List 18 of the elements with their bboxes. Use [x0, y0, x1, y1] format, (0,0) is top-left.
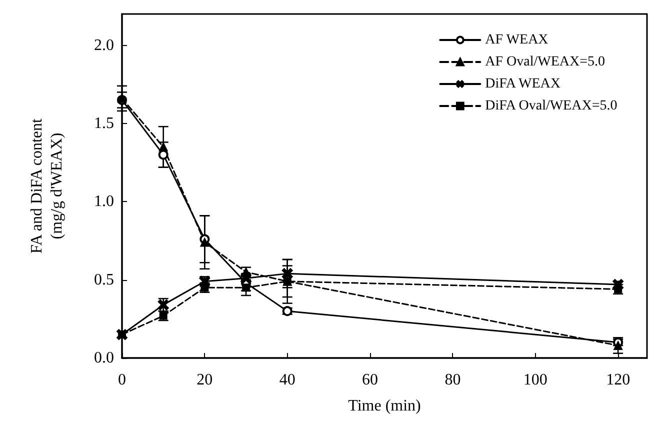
legend-label: AF WEAX — [485, 32, 548, 48]
x-tick-label: 80 — [444, 372, 461, 388]
x-tick-label: 40 — [279, 372, 296, 388]
y-axis-title: FA and DiFA content (mg/g d'WEAX) — [28, 118, 66, 254]
legend-label: DiFA Oval/WEAX=5.0 — [485, 98, 618, 114]
y-tick-label: 0.5 — [94, 271, 114, 288]
x-tick-label: 120 — [606, 372, 630, 388]
x-tick-label: 0 — [118, 372, 126, 388]
legend-label: AF Oval/WEAX=5.0 — [485, 54, 606, 70]
x-tick-label: 100 — [523, 372, 548, 388]
y-tick-label: 1.0 — [94, 193, 114, 210]
x-tick-label: 20 — [196, 372, 213, 388]
x-tick-label: 60 — [362, 372, 378, 388]
y-tick-label: 1.5 — [94, 114, 114, 132]
y-tick-label: 2.0 — [94, 36, 114, 54]
y-tick-label: 0.0 — [94, 350, 114, 366]
legend-label: DiFA WEAX — [485, 76, 560, 92]
x-axis-title: Time (min) — [348, 398, 421, 414]
